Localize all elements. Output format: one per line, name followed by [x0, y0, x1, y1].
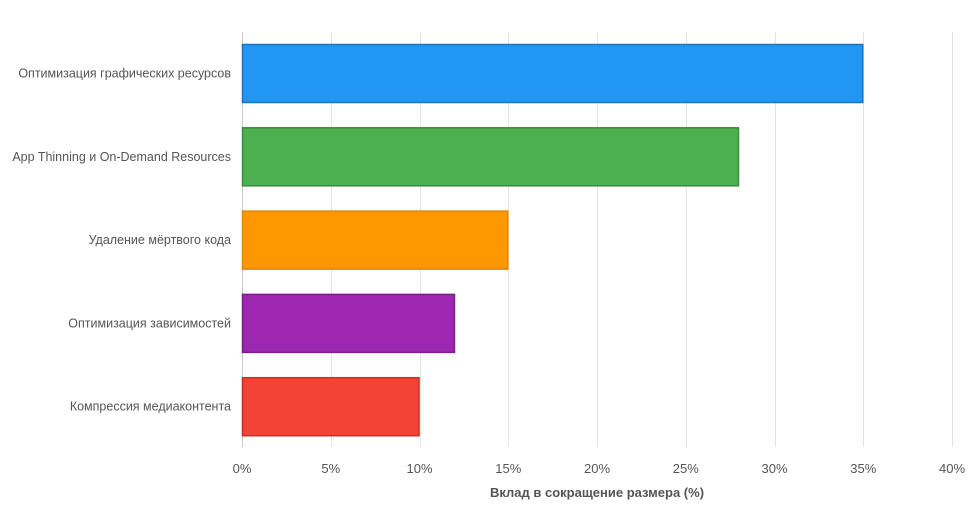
bar-2 — [241, 127, 740, 187]
category-label-5: Компрессия медиаконтента — [70, 400, 231, 414]
x-tick-label-35: 35% — [850, 461, 876, 476]
bar-1 — [241, 43, 864, 104]
x-tick-label-0: 0% — [233, 461, 252, 476]
bar-4 — [241, 293, 456, 354]
x-tick-label-15: 15% — [495, 461, 521, 476]
bar-5 — [241, 376, 420, 437]
category-label-3: Удаление мёртвого кода — [89, 233, 231, 247]
bars — [241, 43, 864, 437]
category-label-4: Оптимизация зависимостей — [68, 316, 231, 330]
x-tick-label-10: 10% — [406, 461, 432, 476]
x-tick-label-30: 30% — [761, 461, 787, 476]
category-label-2: App Thinning и On-Demand Resources — [12, 150, 231, 164]
bar-3 — [241, 210, 509, 270]
category-label-1: Оптимизация графических ресурсов — [18, 67, 231, 81]
category-labels: Оптимизация графических ресурсов App Thin… — [12, 67, 231, 414]
x-tick-label-20: 20% — [584, 461, 610, 476]
x-tick-label-5: 5% — [321, 461, 340, 476]
x-tick-label-40: 40% — [939, 461, 965, 476]
x-tick-label-25: 25% — [673, 461, 699, 476]
x-axis-title: Вклад в сокращение размера (%) — [490, 485, 704, 500]
x-tick-labels: 0% 5% 10% 15% 20% 25% 30% 35% 40% — [233, 461, 966, 476]
